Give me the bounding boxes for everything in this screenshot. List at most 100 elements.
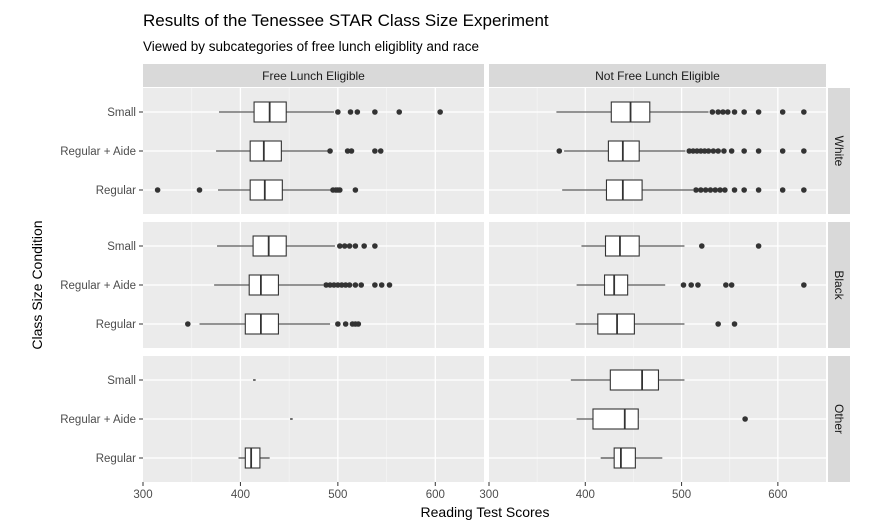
boxplot-regular-aide [576,408,748,430]
column-strip-label: Not Free Lunch Eligible [595,69,720,83]
outlier-point [323,282,329,288]
outlier-point [741,148,747,154]
box [592,408,639,430]
row-strip-label: Other [832,404,846,434]
box [252,235,287,257]
outlier-point [698,148,704,154]
row-strip [828,222,850,348]
boxplot-regular [562,179,807,201]
boxplot-small [570,369,685,391]
box [607,140,640,162]
box [609,369,660,391]
outlier-point [355,321,362,327]
boxplot-small [217,235,378,257]
outlier-point [693,187,699,193]
x-axis-title: Reading Test Scores [421,504,550,520]
outlier-point [372,282,378,288]
outlier-point [358,282,365,288]
y-tick-label: Small [107,241,136,253]
y-tick-label: Small [107,107,136,119]
outlier-point [715,321,721,327]
outlier-point [801,187,807,193]
outlier-point [731,187,738,193]
outlier-point [801,148,807,154]
outlier-point [698,243,705,249]
outlier-point [755,243,762,249]
y-tick-label: Regular + Aide [60,280,136,292]
box [249,179,283,201]
outlier-point [378,282,385,288]
outlier-point [721,148,727,154]
outlier-point [352,282,359,288]
outlier-point [801,282,807,288]
boxplot-small [581,235,762,257]
column-strip-label: Free Lunch Eligible [262,69,365,83]
boxplot-regular [154,179,359,201]
outlier-point [327,148,333,154]
outlier-point [377,148,384,154]
x-tick-label: 300 [479,489,498,501]
outlier-point [742,416,748,422]
outlier-point [335,109,341,115]
outlier-point [342,282,349,288]
chart-title: Results of the Tenessee STAR Class Size … [143,11,549,30]
outlier-point [185,321,191,327]
box [604,235,640,257]
outlier-point [437,109,443,115]
outlier-point [715,109,721,115]
outlier-point [755,148,762,154]
outlier-point [731,321,738,327]
outlier-point [342,321,349,327]
outlier-point [344,148,351,154]
x-tick-label: 400 [231,489,250,501]
outlier-point [779,109,786,115]
outlier-point [361,243,367,249]
y-tick-label: Regular + Aide [60,414,136,426]
y-tick-label: Regular [96,185,136,197]
outlier-point [728,282,735,288]
outlier-point [695,282,701,288]
outlier-point [755,109,762,115]
outlier-point [372,109,378,115]
outlier-point [779,148,786,154]
outlier-point [196,187,203,193]
x-tick-label: 400 [576,489,595,501]
outlier-point [347,109,354,115]
outlier-point [154,187,161,193]
outlier-point [372,243,378,249]
boxplot-regular-aide [576,274,807,296]
outlier-point [741,109,747,115]
outlier-point [337,243,343,249]
outlier-point [352,187,359,193]
outlier-point [341,243,348,249]
outlier-point [702,187,709,193]
box [248,274,279,296]
plot-area: Free Lunch Eligible Not Free Lunch Eligib… [60,64,850,501]
outlier-point [715,148,721,154]
outlier-point [686,148,693,154]
boxplot-small [218,101,443,123]
outlier-point [346,282,353,288]
outlier-point [346,243,353,249]
boxplot-regular-aide [216,140,384,162]
outlier-point [331,282,337,288]
outlier-point [396,109,403,115]
boxplot-regular [185,313,362,335]
y-tick-label: Regular + Aide [60,146,136,158]
y-tick-label: Regular [96,453,136,465]
boxplot-regular [238,447,270,469]
box [244,447,261,469]
outlier-point [337,187,343,193]
outlier-point [348,148,355,154]
outlier-point [352,243,359,249]
outlier-point [327,282,333,288]
column-strip [489,64,826,87]
x-tick-label: 600 [768,489,787,501]
x-tick-label: 500 [328,489,347,501]
outlier-point [688,282,694,288]
x-tick-label: 600 [426,489,445,501]
outlier-point [335,321,341,327]
outlier-point [731,109,738,115]
boxplot-small [556,101,807,123]
